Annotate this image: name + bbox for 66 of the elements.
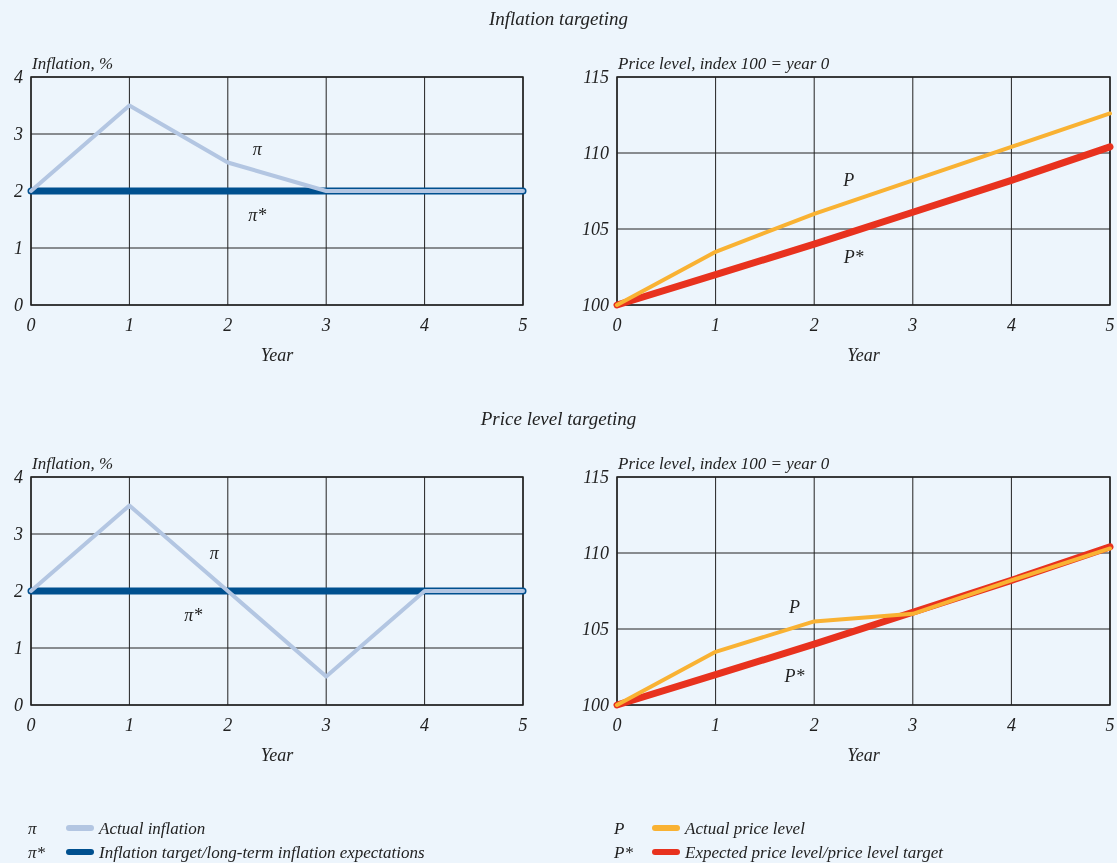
x-tick-label: 3 (907, 715, 918, 735)
annotation: P (842, 170, 855, 191)
x-tick-label: 3 (907, 315, 918, 335)
y-tick-label: 115 (583, 467, 609, 487)
annotation: π (252, 139, 263, 160)
text: P (613, 819, 625, 838)
y-tick-label: 105 (582, 619, 609, 639)
x-tick-label: 4 (1006, 315, 1016, 335)
x-tick-label: 5 (518, 315, 528, 335)
text: P* (613, 843, 634, 862)
x-tick-label: 3 (320, 315, 331, 335)
text: π (28, 819, 37, 838)
x-tick-label: 4 (420, 715, 430, 735)
y-axis-title: Inflation, % (31, 454, 114, 473)
y-tick-label: 4 (14, 67, 23, 87)
legend-label: Expected price level/price level target (684, 843, 945, 862)
legend-label: Inflation target/long-term inflation expectations (98, 843, 426, 862)
y-tick-label: 1 (14, 238, 23, 258)
y-tick-label: 0 (14, 295, 23, 315)
y-axis-title: Price level, index 100 = year 0 (617, 454, 830, 473)
annotation: π* (248, 205, 267, 225)
y-tick-label: 1 (14, 638, 23, 658)
chart-title: Inflation targeting (487, 8, 629, 29)
text: π* (28, 843, 46, 862)
y-tick-label: 110 (583, 143, 609, 163)
x-tick-label: 2 (223, 715, 233, 735)
y-tick-label: 3 (13, 524, 23, 544)
x-tick-label: 2 (809, 315, 819, 335)
y-tick-label: 105 (582, 219, 609, 239)
y-tick-label: 3 (13, 124, 23, 144)
annotation: P (787, 597, 800, 618)
y-axis-title: Price level, index 100 = year 0 (617, 54, 830, 73)
x-tick-label: 5 (518, 715, 528, 735)
y-axis-title: Inflation, % (31, 54, 114, 73)
x-axis-title: Year (847, 345, 881, 365)
y-tick-label: 100 (582, 295, 609, 315)
y-tick-label: 4 (14, 467, 23, 487)
y-tick-label: 100 (582, 695, 609, 715)
annotation: P* (842, 247, 864, 268)
x-tick-label: 1 (711, 315, 721, 335)
y-tick-label: 2 (14, 181, 23, 201)
x-tick-label: 1 (124, 715, 134, 735)
legend-label: Actual inflation (98, 819, 206, 838)
x-axis-title: Year (260, 745, 295, 765)
x-tick-label: 0 (612, 315, 622, 335)
legend-label: Actual price level (684, 819, 806, 838)
annotation: π (209, 543, 220, 564)
chart-title: Price level targeting (479, 408, 637, 429)
x-axis-title: Year (260, 345, 295, 365)
y-tick-label: 110 (583, 543, 609, 563)
y-tick-label: 115 (583, 67, 609, 87)
x-tick-label: 5 (1105, 315, 1115, 335)
x-tick-label: 1 (124, 315, 134, 335)
x-tick-label: 4 (420, 315, 430, 335)
annotation: P* (783, 666, 805, 687)
annotation: π* (184, 605, 203, 625)
x-tick-label: 1 (711, 715, 721, 735)
y-tick-label: 2 (14, 581, 23, 601)
x-tick-label: 2 (223, 315, 233, 335)
x-axis-title: Year (847, 745, 881, 765)
x-tick-label: 2 (809, 715, 819, 735)
x-tick-label: 0 (612, 715, 622, 735)
y-tick-label: 0 (14, 695, 23, 715)
x-tick-label: 4 (1006, 715, 1016, 735)
x-tick-label: 5 (1105, 715, 1115, 735)
x-tick-label: 3 (320, 715, 331, 735)
